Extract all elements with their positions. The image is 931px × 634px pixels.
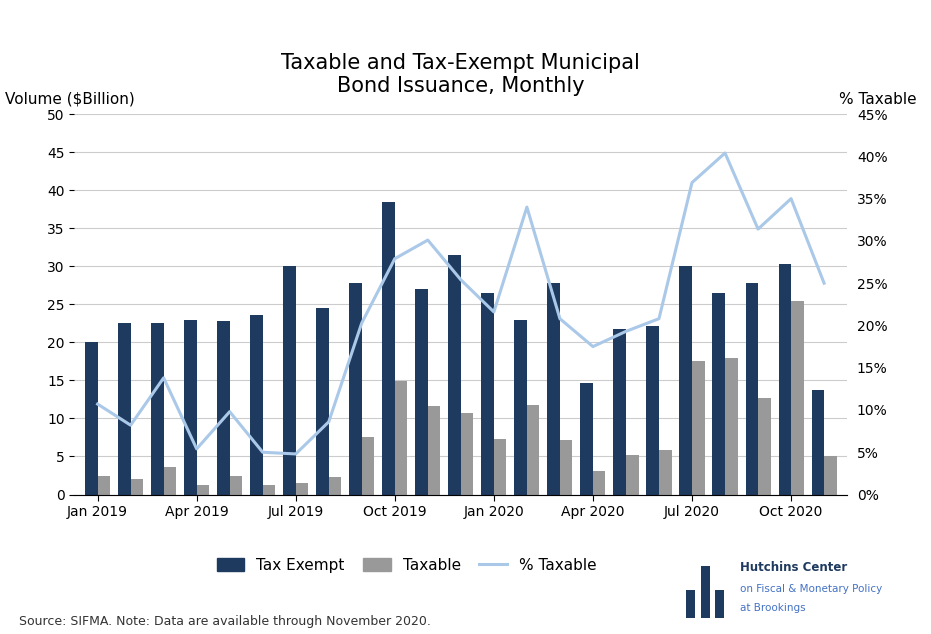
- Bar: [151, 323, 164, 495]
- Legend: Tax Exempt, Taxable, % Taxable: Tax Exempt, Taxable, % Taxable: [210, 552, 603, 579]
- Bar: [196, 484, 209, 495]
- Bar: [758, 398, 771, 495]
- Bar: [349, 283, 362, 495]
- Bar: [415, 289, 428, 495]
- Bar: [593, 471, 605, 495]
- Text: on Fiscal & Monetary Policy: on Fiscal & Monetary Policy: [740, 584, 883, 594]
- Bar: [725, 358, 737, 495]
- Text: at Brookings: at Brookings: [740, 603, 805, 613]
- Bar: [560, 440, 573, 495]
- Bar: [164, 467, 176, 495]
- Title: Taxable and Tax-Exempt Municipal
Bond Issuance, Monthly: Taxable and Tax-Exempt Municipal Bond Is…: [281, 53, 641, 96]
- Bar: [428, 406, 440, 495]
- Bar: [646, 326, 659, 495]
- Bar: [118, 323, 130, 495]
- Bar: [230, 476, 242, 495]
- Bar: [296, 483, 308, 495]
- Bar: [98, 476, 110, 495]
- Bar: [130, 479, 143, 495]
- Bar: [263, 484, 276, 495]
- Bar: [686, 590, 695, 618]
- Bar: [527, 404, 539, 495]
- Bar: [283, 266, 296, 495]
- Bar: [514, 320, 527, 495]
- Bar: [715, 590, 724, 618]
- Bar: [493, 439, 506, 495]
- Bar: [329, 477, 342, 495]
- Bar: [449, 255, 461, 495]
- Bar: [383, 202, 395, 495]
- Bar: [317, 308, 329, 495]
- Bar: [778, 264, 791, 495]
- Bar: [712, 293, 725, 495]
- Bar: [217, 321, 230, 495]
- Bar: [659, 450, 671, 495]
- Text: Hutchins Center: Hutchins Center: [740, 560, 847, 574]
- Bar: [362, 437, 374, 495]
- Bar: [481, 293, 493, 495]
- Bar: [692, 361, 705, 495]
- Bar: [812, 389, 824, 495]
- Bar: [85, 342, 98, 495]
- Text: Volume ($Billion): Volume ($Billion): [5, 91, 135, 107]
- Bar: [250, 315, 263, 495]
- Bar: [547, 283, 560, 495]
- Bar: [791, 301, 803, 495]
- Bar: [461, 413, 473, 495]
- Text: % Taxable: % Taxable: [839, 91, 917, 107]
- Bar: [746, 283, 758, 495]
- Bar: [184, 320, 196, 495]
- Bar: [824, 456, 837, 495]
- Bar: [680, 266, 692, 495]
- Bar: [626, 455, 639, 495]
- Bar: [580, 383, 593, 495]
- Bar: [395, 381, 408, 495]
- Bar: [614, 330, 626, 495]
- Text: Source: SIFMA. Note: Data are available through November 2020.: Source: SIFMA. Note: Data are available …: [19, 614, 430, 628]
- Bar: [701, 566, 709, 618]
